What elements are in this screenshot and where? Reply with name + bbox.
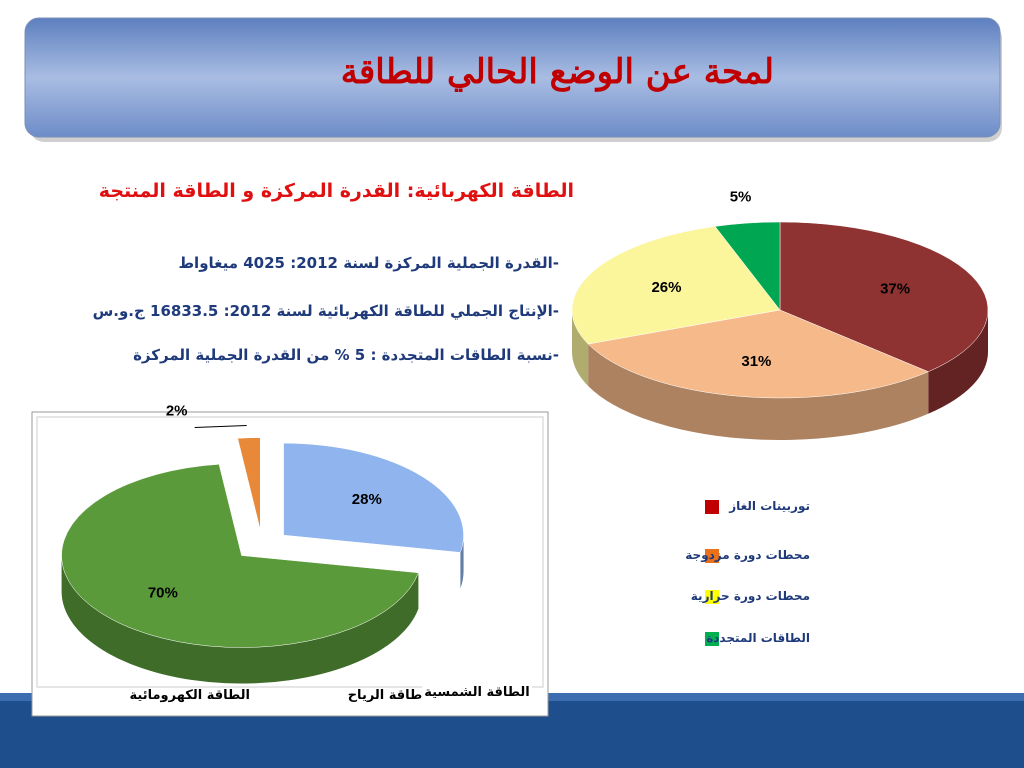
- data-label: 31%: [741, 353, 771, 370]
- pie-slice: [283, 442, 464, 553]
- leader-line: [194, 424, 247, 428]
- bullet: -القدرة الجملية المركزة لسنة 2012: 4025 …: [178, 254, 559, 272]
- pie-slice-side: [61, 555, 419, 684]
- legend-swatch: [705, 500, 719, 514]
- pie-slice-side: [588, 343, 929, 441]
- pie-slice-side: [928, 310, 988, 414]
- pie-slice-side: [460, 535, 464, 589]
- pie-slice: [587, 309, 929, 399]
- legend-label: الطاقات المتجددة: [706, 631, 810, 645]
- chart-inner-frame: [36, 416, 544, 688]
- charts: 37% 31% 26% 5% 28% 70% 2%: [61, 189, 989, 684]
- data-label: 28%: [352, 491, 382, 508]
- legend-swatch: [705, 549, 719, 563]
- pie-slice: [714, 221, 781, 311]
- title-bar: [24, 17, 1001, 138]
- legend-swatch: [705, 590, 719, 604]
- legend-label: توربينات الغاز: [729, 499, 810, 513]
- pie-slice: [237, 437, 261, 530]
- data-label: 5%: [730, 189, 752, 206]
- pie-slice: [571, 226, 781, 345]
- category-label: الطاقة الكهرومائية: [129, 688, 250, 703]
- data-label: 37%: [880, 281, 910, 298]
- pie-slice: [779, 221, 989, 373]
- bullet: -الإنتاج الجملي للطاقة الكهربائية لسنة 2…: [92, 302, 559, 320]
- legend-label: محطات دورة مزدوجة: [685, 548, 810, 562]
- category-label: طاقة الرياح: [330, 688, 440, 703]
- data-label: 26%: [651, 279, 681, 296]
- pie-slice: [61, 464, 419, 648]
- pie-slice-side: [572, 310, 589, 386]
- data-label: 70%: [148, 584, 178, 601]
- bullet: -نسبة الطاقات المتجددة : 5 % من القدرة ا…: [133, 346, 559, 364]
- category-label: الطاقة الشمسية: [422, 685, 532, 700]
- title: لمحة عن الوضع الحالي للطاقة: [340, 52, 774, 92]
- data-label: 2%: [166, 402, 188, 419]
- legend-label: محطات دورة حرارية: [690, 589, 810, 603]
- subtitle: الطاقة الكهربائية: القدرة المركزة و الطا…: [98, 180, 574, 202]
- legend-swatch: [705, 632, 719, 646]
